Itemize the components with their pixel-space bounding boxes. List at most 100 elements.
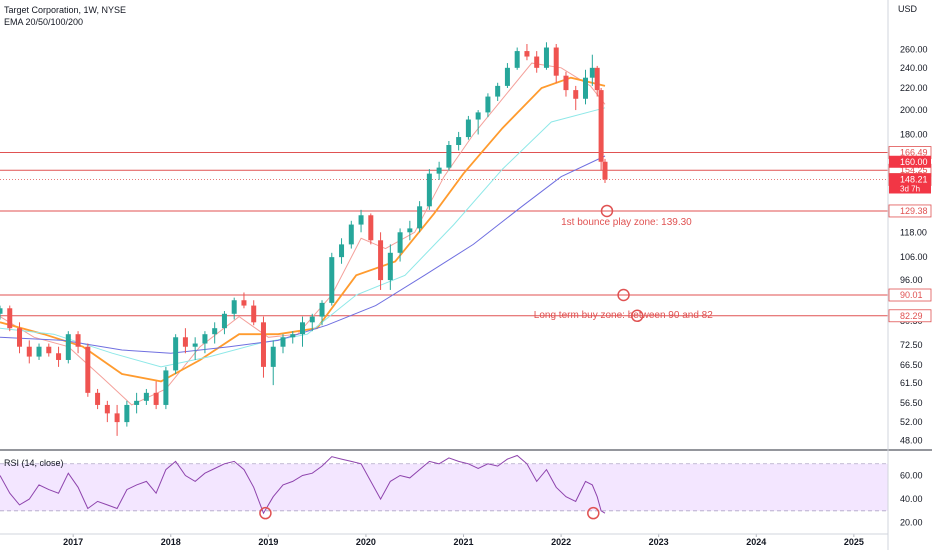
- y-tick-label: 260.00: [900, 44, 928, 54]
- x-tick-label: 2023: [649, 537, 669, 547]
- price-levels: [0, 152, 888, 317]
- price-level-badge: [888, 288, 932, 302]
- chart-legend: Target Corporation, 1W, NYSE EMA 20/50/1…: [4, 4, 126, 28]
- price-badge-label: 148.21: [900, 174, 928, 184]
- candle-body: [134, 400, 140, 405]
- candle-body: [563, 75, 569, 91]
- rsi-label[interactable]: RSI (14, close): [4, 458, 64, 468]
- circle-marker: [600, 204, 614, 218]
- y-tick-label: 52.00: [900, 417, 923, 427]
- candle-body: [378, 240, 384, 281]
- rsi-tick-label: 60.00: [900, 471, 923, 481]
- rsi-band: [0, 463, 888, 512]
- candle-body: [495, 85, 501, 97]
- annotations: 1st bounce play zone: 139.30 Long term bu…: [534, 217, 713, 321]
- symbol-title[interactable]: Target Corporation, 1W, NYSE: [4, 5, 127, 15]
- rsi-tick-label: 20.00: [900, 518, 923, 528]
- x-tick-label: 2022: [551, 537, 571, 547]
- candle-body: [85, 346, 91, 393]
- candle-body: [36, 346, 42, 357]
- candle-body: [426, 173, 432, 207]
- price-badge-label: 160.00: [900, 157, 928, 167]
- x-tick-label: 2025: [844, 537, 864, 547]
- candle-body: [553, 47, 559, 76]
- indicator-label[interactable]: EMA 20/50/100/200: [4, 17, 84, 27]
- candle-body: [329, 257, 335, 303]
- candle-body: [75, 334, 81, 347]
- candle-body: [589, 67, 595, 78]
- candle-body: [598, 90, 604, 162]
- y-tick-label: 240.00: [900, 63, 928, 73]
- candle-body: [485, 96, 491, 113]
- candle-body: [260, 322, 266, 367]
- price-badge: [889, 173, 931, 194]
- x-tick-label: 2019: [258, 537, 278, 547]
- candle-body: [26, 346, 32, 357]
- rsi-line: [0, 454, 606, 515]
- candle-body: [212, 328, 218, 335]
- y-tick-label: 200.00: [900, 105, 928, 115]
- candle-body: [104, 404, 110, 414]
- price-level-badge: [888, 204, 932, 218]
- candle-body: [397, 232, 403, 253]
- candle-body: [153, 392, 159, 405]
- candle-body: [319, 302, 325, 317]
- rsi-tick-label: 40.00: [900, 494, 923, 504]
- candle-body: [163, 370, 169, 405]
- candle-body: [0, 308, 3, 314]
- circle-marker: [587, 506, 600, 520]
- x-tick-label: 2021: [454, 537, 474, 547]
- price-level-badge: [888, 309, 932, 323]
- candles: [0, 42, 608, 436]
- currency-label: USD: [898, 4, 918, 14]
- y-tick-label: 56.50: [900, 398, 923, 408]
- y-tick-label: 66.50: [900, 360, 923, 370]
- candle-body: [534, 56, 540, 68]
- candle-body: [582, 77, 588, 99]
- y-tick-label: 106.00: [900, 252, 928, 262]
- candle-body: [387, 252, 393, 281]
- y-tick-label: 180.00: [900, 129, 928, 139]
- price-level-label: 154.25: [900, 165, 928, 175]
- y-tick-label: 48.00: [900, 436, 923, 446]
- candle-body: [143, 392, 149, 401]
- circle-marker: [630, 309, 644, 323]
- y-tick-label: 61.50: [900, 378, 923, 388]
- x-tick-label: 2018: [161, 537, 181, 547]
- candle-body: [358, 215, 364, 225]
- price-level-label: 82.29: [900, 311, 923, 321]
- candle-body: [504, 67, 510, 86]
- candle-body: [65, 334, 71, 360]
- candle-body: [17, 328, 23, 347]
- candle-body: [124, 404, 130, 423]
- candle-body: [514, 51, 520, 68]
- y-tick-label: 220.00: [900, 83, 928, 93]
- circle-marker: [259, 506, 272, 520]
- candle-body: [192, 343, 198, 347]
- x-tick-label: 2024: [746, 537, 766, 547]
- rsi-band-fill: [0, 463, 888, 511]
- candle-body: [173, 337, 179, 371]
- candle-body: [231, 300, 237, 314]
- candle-body: [290, 334, 296, 338]
- candle-body: [95, 392, 101, 405]
- candle-body: [602, 161, 608, 180]
- candle-body: [270, 346, 276, 367]
- candle-body: [436, 167, 442, 174]
- candle-body: [446, 145, 452, 168]
- annotation-label: 1st bounce play zone: 139.30: [561, 217, 692, 228]
- candle-body: [475, 112, 481, 120]
- candle-body: [594, 67, 600, 91]
- candle-body: [339, 244, 345, 258]
- y-tick-label: 118.00: [900, 227, 927, 237]
- candle-body: [241, 300, 247, 306]
- candle-body: [348, 224, 354, 245]
- candle-body: [300, 322, 306, 335]
- candle-body: [465, 119, 471, 138]
- price-badge: [889, 155, 931, 168]
- circle-marker: [617, 288, 630, 302]
- price-level-label: 90.01: [900, 290, 923, 300]
- price-level-label: 166.49: [900, 148, 928, 158]
